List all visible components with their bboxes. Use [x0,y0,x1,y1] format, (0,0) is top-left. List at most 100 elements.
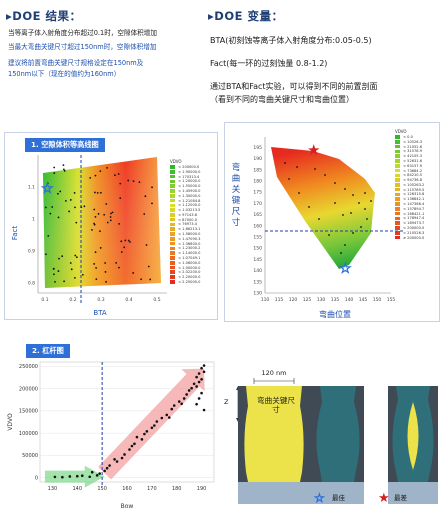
contour-bow-legend: VDVO < 0.0 < 10526.3 < 21052.6 < 31578.9 < 4… [395,129,441,240]
sample-point [68,210,70,213]
legend-item-label: < 210526.3 [403,230,425,235]
y-tick: 155 [253,235,262,241]
sample-point [95,267,98,269]
x-tick: 0.4 [125,297,132,303]
sample-point [334,182,336,184]
legend-item-label: < 10526.3 [403,139,423,144]
legend-item-label: < 1.45900.0 [178,189,201,193]
sample-point [151,202,153,205]
worst-star-marker: ★ [307,141,320,159]
leverage-panel: 2. 杠杆图 0 50000 100000 150000 200000 250000 130… [4,344,218,512]
x-tick: 160 [122,486,132,492]
data-point [103,469,106,473]
x-tick: 120 [289,297,298,303]
sample-point [143,213,146,215]
legend-item-label: < 1.66213.1 [178,227,201,232]
data-point [155,420,159,423]
legend-item-label: < 136842.1 [403,197,425,202]
sample-point [138,181,141,184]
legend-item-label: < 126315.8 [403,192,425,197]
sample-point [53,166,56,169]
sample-point [104,262,107,264]
legend-item-label: < 1.47090.3 [178,236,201,241]
sample-point [89,176,92,179]
sample-point [75,221,78,224]
legend-item-label: < 1.58000.0 [178,232,201,237]
x-tick: 140 [73,486,83,492]
legend-item-label: < 200000.0 [178,165,200,170]
legend-item: < 200000.0 [395,226,441,230]
sample-point [344,188,346,190]
sample-point [99,230,101,233]
legend-item: < 189473.7 [395,221,441,225]
contour-bow-samples [284,162,372,254]
sample-point [52,268,55,270]
sample-point [103,213,106,216]
legend-item: < 2.02200.0 [170,270,218,274]
legend-item-label: < 1.06000.0 [178,260,201,265]
sample-point [80,206,83,209]
sample-point [118,266,120,269]
data-point [143,432,146,436]
y-tick: 100000 [19,431,38,437]
legend-item: < 1.30000.0 [170,194,218,198]
bow-cd-label: 弯曲关键尺寸 [257,396,295,414]
sample-point [73,192,76,194]
legend-item: < 10526.3 [395,140,441,144]
sample-point [328,234,330,236]
profile-diagram: ☆ ★ 120 nm Z 弯曲关键尺寸 最佳 最差 [224,366,440,512]
legend-item: < 1.07049.1 [170,256,218,260]
x-tick: 170 [147,486,157,492]
y-tick: 0 [35,475,38,481]
legend-item: ≥ 200000.0 [395,235,441,240]
contour-void-legend: VDVO < 200000.0 < 1.90000.0 < 170313.4 < 1.… [170,159,218,285]
data-point [170,407,174,411]
sample-point [73,276,76,279]
dimension-label: 120 nm [261,369,287,377]
sample-point [47,234,50,237]
legend-item-label: < 1.30000.0 [178,193,201,198]
legend-title: VDVO [170,159,182,164]
sample-point [105,280,107,283]
data-point [61,475,64,479]
data-point [200,366,203,370]
legend-item: < 1.90000.0 [170,170,218,174]
low-bow-arrow [44,465,105,488]
sample-point [110,212,112,215]
sample-point [129,241,131,243]
legend-item: < 94736.8 [395,178,441,182]
legend-item-label: < 105263.2 [403,182,425,187]
legend-item-label: < 168421.1 [403,211,425,216]
sample-point [45,253,47,256]
legend-item: < 147368.4 [395,202,441,206]
sample-point [127,239,130,242]
sample-point [109,219,112,222]
sample-point [124,239,127,242]
legend-item-label: < 147368.4 [403,202,425,207]
sample-point [70,268,73,271]
sample-point [120,251,123,253]
x-tick: 150 [97,486,107,492]
x-tick: 130 [317,297,326,303]
x-tick: 190 [197,486,207,492]
data-point [197,380,201,384]
data-point [108,464,111,467]
sample-point [99,247,102,249]
sample-point [324,174,326,176]
worst-legend-label: 最差 [394,494,407,502]
contour-void-samples [44,164,153,283]
legend-item-label: < 31578.9 [403,149,423,154]
y-tick: 165 [253,212,262,218]
result-line-4: 150nm以下（现在的值约为160nm） [8,69,121,78]
legend-item: < 1.21084.8 [170,198,218,203]
sample-point [298,192,300,194]
result-line-2: 当最大弯曲关键尺寸超过150nm时，空隙体积增加 [8,42,157,51]
contour-void-title: 1. 空隙体积等高线图 [25,138,105,152]
data-point [115,460,119,463]
sample-point [296,166,298,168]
sample-point [96,191,99,194]
sample-point [99,191,102,194]
sample-point [147,265,150,268]
best-legend-star: ☆ [314,491,325,505]
contour-void-xlabel: BTA [93,309,107,317]
